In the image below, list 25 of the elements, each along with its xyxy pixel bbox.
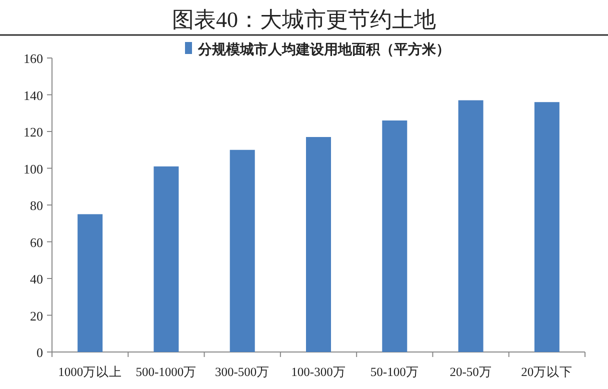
x-tick-label: 50-100万 (370, 365, 419, 379)
y-tick-label: 40 (30, 272, 43, 286)
y-tick-label: 160 (24, 51, 43, 66)
x-tick-label: 1000万以上 (58, 365, 122, 379)
y-tick-label: 80 (30, 198, 43, 213)
y-tick-label: 100 (24, 161, 43, 176)
bar (306, 137, 331, 352)
y-tick-label: 120 (24, 124, 43, 140)
y-tick-label: 60 (30, 234, 43, 250)
bar (382, 120, 408, 352)
bar (78, 214, 103, 352)
x-tick-label: 100-300万 (291, 365, 346, 379)
bar (154, 166, 179, 352)
x-tick-label: 300-500万 (215, 365, 270, 379)
bar (230, 150, 255, 352)
bar (458, 100, 484, 352)
y-tick-label: 20 (30, 308, 43, 324)
x-tick-label: 500-1000万 (136, 365, 197, 379)
y-tick-label: 0 (36, 345, 43, 360)
x-tick-label: 20万以下 (521, 365, 573, 379)
x-tick-label: 20-50万 (450, 365, 492, 379)
bar (534, 102, 560, 352)
legend-label: 分规模城市人均建设用地面积（平方米） (197, 41, 450, 58)
y-tick-label: 140 (24, 88, 43, 103)
chart-title: 图表40：大城市更节约土地 (172, 7, 436, 32)
